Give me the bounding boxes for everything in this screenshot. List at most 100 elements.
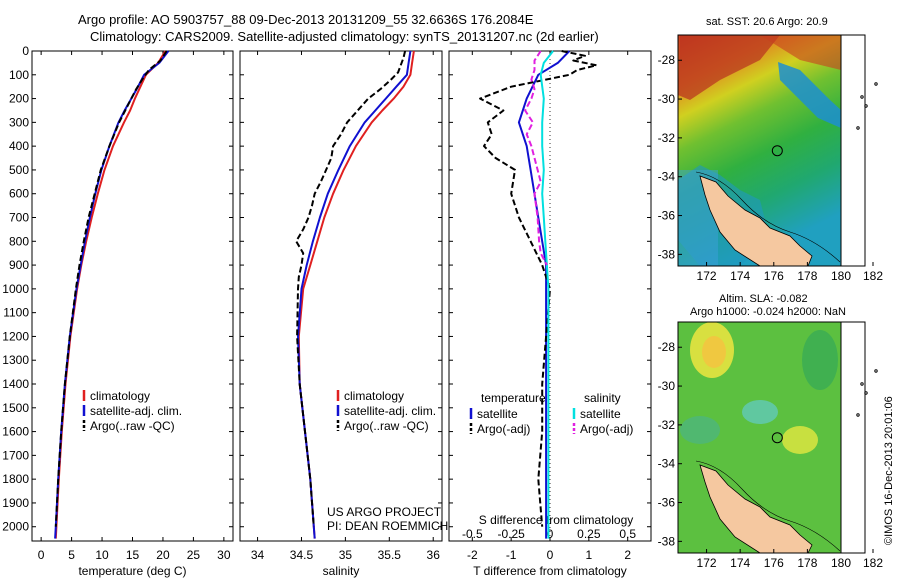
- x-axis-label: temperature (deg C): [78, 564, 186, 578]
- map-y-tick-label: -34: [658, 170, 676, 184]
- y-tick-label: 1900: [2, 496, 29, 510]
- sla-float-marker: [771, 432, 783, 444]
- sla-map-margin: [840, 321, 866, 554]
- header-line2: Climatology: CARS2009. Satellite-adjuste…: [90, 29, 599, 44]
- land: [699, 175, 813, 266]
- map-x-tick-label: 178: [797, 269, 817, 283]
- series-line-argo-raw-qc-: [295, 50, 407, 527]
- map-x-tick-label: 172: [697, 556, 717, 570]
- y-tick-label: 1300: [2, 353, 29, 367]
- y-tick-label: 1200: [2, 329, 29, 343]
- map-x-tick-label: 176: [764, 556, 784, 570]
- top-tick-label: -0.25: [497, 527, 525, 541]
- temperature-panel: 0100200300400500600700800900100011001200…: [2, 44, 234, 578]
- x-tick-label: 35.5: [378, 548, 402, 562]
- sla-map: -28 -30 -32 -34 -36 -38 172 174 176 178 180 182: [658, 321, 884, 570]
- map-x-tick-label: 176: [764, 269, 784, 283]
- sla-high: [782, 426, 818, 454]
- y-tick-label: 0: [22, 44, 29, 58]
- y-tick-label: 200: [9, 92, 29, 106]
- warm-band: [760, 35, 841, 70]
- island-marker: [856, 413, 860, 417]
- x-axis-label: T difference from climatology: [473, 564, 627, 578]
- island-marker: [860, 95, 864, 99]
- map-y-tick-label: -32: [658, 418, 676, 432]
- island-marker: [874, 82, 878, 86]
- map-y-tick-label: -28: [658, 340, 676, 354]
- legend-header: salinity: [584, 391, 621, 405]
- legend-label: Argo(..raw -QC): [344, 419, 429, 433]
- map-y-tick-label: -36: [658, 209, 676, 223]
- map-y-tick-label: -30: [658, 379, 676, 393]
- legend-header: temperature: [481, 391, 546, 405]
- y-tick-label: 800: [9, 234, 29, 248]
- map-x-tick-label: 172: [697, 269, 717, 283]
- top-tick-label: 0.25: [577, 527, 601, 541]
- map-y-tick-label: -32: [658, 131, 676, 145]
- x-tick-label: 1: [586, 548, 593, 562]
- legend-label: Argo(..raw -QC): [90, 419, 175, 433]
- x-tick-label: 35: [339, 548, 353, 562]
- x-tick-label: 25: [187, 548, 201, 562]
- map-x-tick-label: 182: [863, 269, 883, 283]
- sla-map-ticks: -28 -30 -32 -34 -36 -38 172 174 176 178 180 182: [658, 340, 884, 570]
- warm-core: [678, 35, 780, 100]
- y-tick-label: 1500: [2, 401, 29, 415]
- x-tick-label: -2: [467, 548, 478, 562]
- x-tick-label: 0: [38, 548, 45, 562]
- top-tick-label: 0: [547, 527, 554, 541]
- map-y-tick-label: -30: [658, 92, 676, 106]
- sst-map-margin: [840, 34, 866, 267]
- series-line-salinity-argo-adj-: [524, 50, 548, 266]
- credits-line1: US ARGO PROJECT: [327, 505, 442, 519]
- island-marker: [860, 382, 864, 386]
- legend-label: satellite: [477, 407, 518, 421]
- map-x-tick-label: 174: [730, 556, 750, 570]
- legend-label: climatology: [90, 389, 150, 403]
- y-tick-label: 1000: [2, 282, 29, 296]
- island-marker: [864, 391, 868, 395]
- legend-label: satellite: [580, 407, 621, 421]
- isobath: [695, 460, 841, 552]
- sla-map-title1: Altim. SLA: -0.082: [719, 293, 808, 305]
- map-x-tick-label: 180: [831, 269, 851, 283]
- top-axis-label: S difference from climatology: [479, 513, 634, 527]
- x-tick-label: 20: [156, 548, 170, 562]
- temperature-plot-frame: [31, 50, 234, 542]
- y-tick-label: 300: [9, 115, 29, 129]
- footer-timestamp: ©IMOS 16-Dec-2013 20:01:06: [883, 396, 895, 545]
- legend-label: Argo(-adj): [580, 422, 633, 436]
- island-marker: [864, 104, 868, 108]
- map-y-tick-label: -34: [658, 457, 676, 471]
- x-tick-label: 34: [251, 548, 265, 562]
- y-tick-label: 700: [9, 211, 29, 225]
- top-tick-label: -0.5: [462, 527, 483, 541]
- island-marker: [874, 369, 878, 373]
- legend-label: Argo(-adj): [477, 422, 530, 436]
- map-x-tick-label: 182: [863, 556, 883, 570]
- sla-map-title2: Argo h1000: -0.024 h2000: NaN: [690, 306, 846, 318]
- x-tick-label: 34.5: [290, 548, 314, 562]
- sst-map-ticks: -28 -30 -32 -34 -36 -38 172 174 176 178 180 182: [658, 53, 884, 283]
- x-axis-label: salinity: [323, 564, 360, 578]
- map-y-tick-label: -36: [658, 496, 676, 510]
- salinity-plot-frame: [239, 50, 443, 542]
- credits-line2: PI: DEAN ROEMMICH: [327, 519, 448, 533]
- x-tick-label: 30: [217, 548, 231, 562]
- x-tick-label: 0: [547, 548, 554, 562]
- salinity-panel: 34 34.5 35 35.5 36 salinity climatologysatelli…: [239, 50, 443, 578]
- series-line-temperature-argo-adj-: [479, 50, 598, 527]
- y-tick-label: 1400: [2, 377, 29, 391]
- y-tick-label: 900: [9, 258, 29, 272]
- island-marker: [856, 126, 860, 130]
- map-y-tick-label: -38: [658, 247, 676, 261]
- y-tick-label: 100: [9, 68, 29, 82]
- map-x-tick-label: 180: [831, 556, 851, 570]
- map-y-tick-label: -38: [658, 534, 676, 548]
- sla-low: [802, 330, 838, 390]
- series-line-argo-raw-qc-: [54, 50, 168, 527]
- sla-low: [742, 400, 778, 424]
- map-y-tick-label: -28: [658, 53, 676, 67]
- x-tick-label: 15: [126, 548, 140, 562]
